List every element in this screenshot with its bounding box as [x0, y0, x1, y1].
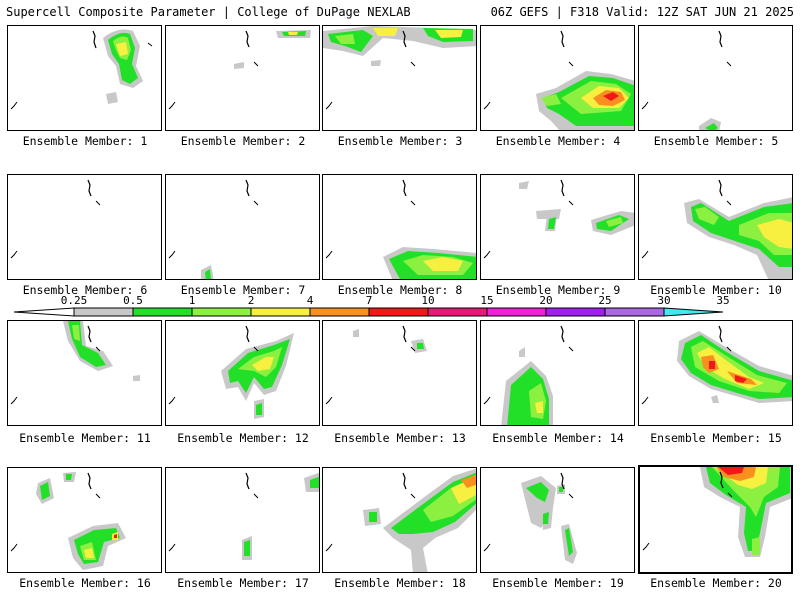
colorbar-tick-label: 35 [716, 294, 729, 307]
panel-label: Ensemble Member: 19 [492, 576, 624, 590]
ensemble-panel-20[interactable] [638, 465, 793, 574]
ensemble-panel-17[interactable] [165, 467, 320, 573]
panel-label: Ensemble Member: 10 [650, 283, 782, 297]
colorbar-segment [73, 307, 134, 317]
colorbar-segment [191, 307, 252, 317]
ensemble-panel-1[interactable] [7, 25, 162, 131]
run-info: 06Z GEFS | F318 Valid: 12Z SAT JUN 21 20… [490, 5, 794, 19]
ensemble-panel-11[interactable] [7, 320, 162, 426]
colorbar-segment [604, 307, 665, 317]
panel-label: Ensemble Member: 5 [653, 134, 779, 148]
ensemble-panel-10[interactable] [638, 174, 793, 280]
colorbar-tick-label: 4 [307, 294, 314, 307]
panel-label: Ensemble Member: 2 [180, 134, 306, 148]
ensemble-panel-3[interactable] [322, 25, 477, 131]
colorbar-segment [486, 307, 547, 317]
panel-label: Ensemble Member: 1 [22, 134, 148, 148]
panel-label: Ensemble Member: 3 [337, 134, 463, 148]
panel-label: Ensemble Member: 17 [177, 576, 309, 590]
panel-label: Ensemble Member: 18 [334, 576, 466, 590]
colorbar-segment [427, 307, 488, 317]
ensemble-panel-15[interactable] [638, 320, 793, 426]
colorbar-legend: 0.25 0.5 1 2 4 7 10 15 20 25 30 35 [13, 294, 730, 317]
colorbar-tick-label: 25 [598, 294, 611, 307]
colorbar-tick-label: 10 [421, 294, 434, 307]
panel-label: Ensemble Member: 12 [177, 431, 309, 445]
panel-label: Ensemble Member: 9 [495, 283, 621, 297]
ensemble-panel-2[interactable] [165, 25, 320, 131]
panel-label: Ensemble Member: 14 [492, 431, 624, 445]
colorbar-tick-label: 30 [657, 294, 670, 307]
ensemble-panel-14[interactable] [480, 320, 635, 426]
ensemble-panel-13[interactable] [322, 320, 477, 426]
colorbar-segment [545, 307, 606, 317]
colorbar-segment [663, 307, 724, 317]
ensemble-panel-18[interactable] [322, 467, 477, 573]
colorbar-segment [309, 307, 370, 317]
ensemble-panel-8[interactable] [322, 174, 477, 280]
colorbar-tick-label: 0.5 [123, 294, 143, 307]
panel-label: Ensemble Member: 8 [337, 283, 463, 297]
panel-label: Ensemble Member: 11 [19, 431, 151, 445]
colorbar-segment [368, 307, 429, 317]
panel-label: Ensemble Member: 15 [650, 431, 782, 445]
ensemble-panel-6[interactable] [7, 174, 162, 280]
colorbar-tick-label: 20 [539, 294, 552, 307]
ensemble-panel-9[interactable] [480, 174, 635, 280]
panel-label: Ensemble Member: 20 [650, 576, 782, 590]
panel-label: Ensemble Member: 4 [495, 134, 621, 148]
colorbar-tick-label: 15 [480, 294, 493, 307]
ensemble-panel-16[interactable] [7, 467, 162, 573]
colorbar-tick-label: 1 [189, 294, 196, 307]
ensemble-panel-19[interactable] [480, 467, 635, 573]
panel-label: Ensemble Member: 16 [19, 576, 151, 590]
ensemble-panel-4[interactable] [480, 25, 635, 131]
colorbar-tick-label: 7 [366, 294, 373, 307]
panel-label: Ensemble Member: 7 [180, 283, 306, 297]
colorbar-left-tip [13, 307, 75, 317]
ensemble-panel-7[interactable] [165, 174, 320, 280]
colorbar-segment [132, 307, 193, 317]
ensemble-panel-5[interactable] [638, 25, 793, 131]
map-title: Supercell Composite Parameter | College … [6, 5, 411, 19]
colorbar-segment [250, 307, 311, 317]
ensemble-panel-12[interactable] [165, 320, 320, 426]
panel-label: Ensemble Member: 6 [22, 283, 148, 297]
colorbar-tick-label: 2 [248, 294, 255, 307]
panel-label: Ensemble Member: 13 [334, 431, 466, 445]
colorbar-tick-label: 0.25 [61, 294, 88, 307]
